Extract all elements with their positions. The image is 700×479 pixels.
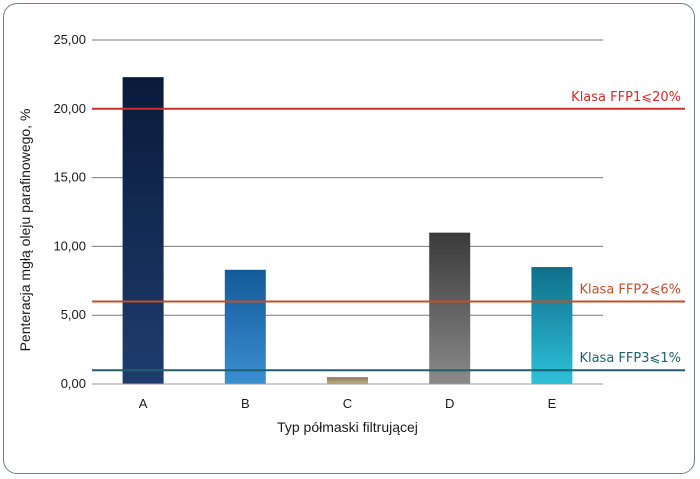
- bar-a: [122, 77, 164, 384]
- bar-d: [429, 232, 471, 384]
- y-tick-label: 15,00: [53, 170, 86, 185]
- x-axis-title: Typ półmaski filtrującej: [277, 419, 418, 435]
- x-tick-label: A: [139, 396, 148, 411]
- x-tick-label: E: [548, 396, 557, 411]
- y-tick-label: 5,00: [61, 307, 86, 322]
- x-tick-label: B: [241, 396, 250, 411]
- reference-line-label: Klasa FFP2⩽6%: [579, 282, 681, 297]
- reference-line-label: Klasa FFP1⩽20%: [571, 90, 681, 105]
- x-tick-label: C: [343, 396, 352, 411]
- x-tick-label: D: [445, 396, 454, 411]
- bars: [122, 77, 573, 384]
- bar-e: [531, 267, 573, 384]
- chart-frame: [3, 3, 695, 474]
- reference-line-label: Klasa FFP3⩽1%: [579, 351, 681, 366]
- x-tick-labels: A B C D E: [139, 396, 557, 411]
- y-axis-title: Penteracja mgłą oleju parafinowego, %: [17, 109, 33, 352]
- y-tick-label: 0,00: [61, 376, 86, 391]
- reference-lines: Klasa FFP1⩽20% Klasa FFP2⩽6% Klasa FFP3⩽1%: [92, 90, 685, 372]
- y-tick-label: 20,00: [53, 101, 86, 116]
- y-tick-label: 25,00: [53, 32, 86, 47]
- y-tick-labels: 0,00 5,00 10,00 15,00 20,00 25,00: [53, 32, 86, 391]
- bar-c: [327, 377, 368, 384]
- grid-lines: [92, 39, 603, 316]
- y-tick-label: 10,00: [53, 238, 86, 253]
- bar-b: [224, 269, 266, 384]
